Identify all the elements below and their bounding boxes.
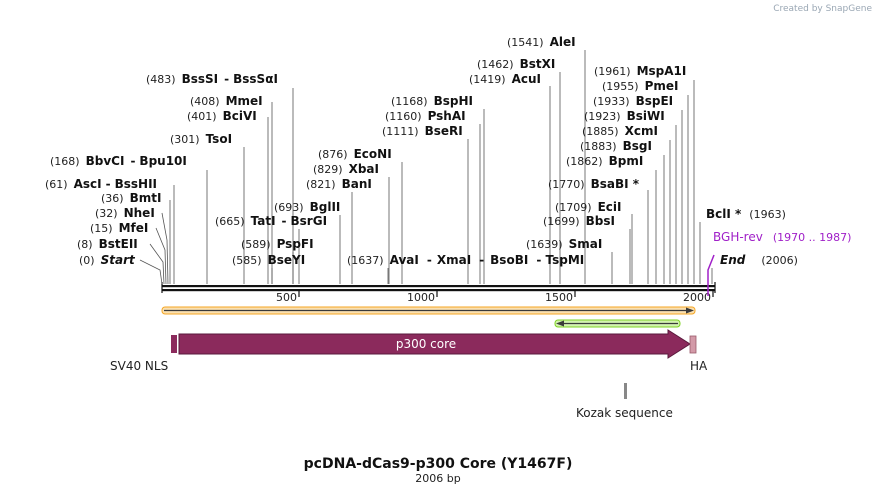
site-bcivi[interactable]: (401) BciVI	[187, 109, 257, 123]
primer-range: (1970 .. 1987)	[773, 231, 852, 244]
site-pshai[interactable]: (1160) PshAI	[385, 109, 466, 123]
map-title: pcDNA-dCas9-p300 Core (Y1467F)	[304, 456, 573, 472]
site-pspfi[interactable]: (589) PspFI	[241, 237, 314, 251]
primer-name: BGH-rev	[713, 230, 763, 244]
site-tsoi[interactable]: (301) TsoI	[170, 132, 232, 146]
site-bsssi-bsssai[interactable]: (483) BssSI - BssSαI	[146, 72, 278, 86]
site-bsgi[interactable]: (1883) BsgI	[580, 139, 652, 153]
site-bcli[interactable]: BclI * (1963)	[706, 207, 786, 221]
kozak-label: Kozak sequence	[576, 406, 673, 420]
site-end[interactable]: End (2006)	[720, 253, 798, 267]
feature-kozak[interactable]: Kozak sequence	[576, 383, 673, 420]
site-bseyi[interactable]: (585) BseYI	[232, 253, 305, 267]
sv40-nls-label: SV40 NLS	[110, 359, 168, 373]
site-asci-bsshii[interactable]: (61) AscI - BssHII	[45, 177, 157, 191]
site-bsiwi[interactable]: (1923) BsiWI	[584, 109, 665, 123]
site-acui[interactable]: (1419) AcuI	[469, 72, 541, 86]
site-econi[interactable]: (876) EcoNI	[318, 147, 392, 161]
orf-forward-full[interactable]	[161, 306, 696, 315]
site-mmei[interactable]: (408) MmeI	[190, 94, 263, 108]
site-bsabi[interactable]: (1770) BsaBI *	[548, 177, 640, 191]
restriction-site-labels: (0) Start (8) BstEII (15) MfeI (32) NheI (36…	[45, 35, 798, 267]
ha-label: HA	[690, 359, 708, 373]
watermark-text: Created by SnapGene	[773, 4, 872, 14]
scale-tick-1000: 1000	[407, 291, 438, 304]
map-length: 2006 bp	[415, 472, 460, 485]
site-bpmi[interactable]: (1862) BpmI	[566, 154, 643, 168]
site-bmti[interactable]: (36) BmtI	[101, 191, 161, 205]
orf-reverse[interactable]	[554, 319, 681, 328]
site-alei[interactable]: (1541) AleI	[507, 35, 576, 49]
primer-bgh-rev[interactable]: BGH-rev (1970 .. 1987)	[707, 230, 851, 296]
site-start[interactable]: (0) Start	[79, 253, 136, 267]
site-bbsi[interactable]: (1699) BbsI	[543, 214, 615, 228]
site-bstxi[interactable]: (1462) BstXI	[477, 57, 555, 71]
site-beseri[interactable]: (1111) BseRI	[382, 124, 463, 138]
tick-label-2000: 2000	[683, 291, 711, 304]
site-bsphi[interactable]: (1168) BspHI	[391, 94, 473, 108]
svg-text:BGH-rev(1970 .. 1987): BGH-rev (1970 .. 1987)	[713, 230, 851, 244]
scale-tick-2000: 2000	[683, 291, 714, 304]
site-tati-bsrgi[interactable]: (665) TatI - BsrGI	[215, 214, 327, 228]
site-mfei[interactable]: (15) MfeI	[90, 221, 148, 235]
tick-label-1500: 1500	[545, 291, 573, 304]
site-bbvci-bpu10i[interactable]: (168) BbvCI - Bpu10I	[50, 154, 187, 168]
scale-tick-500: 500	[276, 291, 300, 304]
site-ecii[interactable]: (1709) EciI	[555, 200, 621, 214]
feature-p300-core[interactable]: p300 core	[178, 329, 691, 359]
site-connector-lines	[139, 50, 713, 285]
site-bsteii[interactable]: (8) BstEII	[77, 237, 138, 251]
site-bani[interactable]: (821) BanI	[306, 177, 372, 191]
site-bglii[interactable]: (693) BglII	[274, 200, 340, 214]
feature-sv40-nls[interactable]: SV40 NLS	[110, 335, 177, 373]
site-xcmi[interactable]: (1885) XcmI	[582, 124, 658, 138]
site-mspa1i[interactable]: (1961) MspA1I	[594, 64, 686, 78]
site-pmei[interactable]: (1955) PmeI	[602, 79, 678, 93]
p300-core-label: p300 core	[396, 337, 456, 351]
scale-tick-1500: 1500	[545, 291, 576, 304]
site-nhei[interactable]: (32) NheI	[95, 206, 155, 220]
site-xbai[interactable]: (829) XbaI	[313, 162, 379, 176]
site-bspei[interactable]: (1933) BspEI	[593, 94, 673, 108]
tick-label-500: 500	[276, 291, 297, 304]
site-avai-xmai-bsobi-tspmi[interactable]: (1637) AvaI - XmaI - BsoBI - TspMI	[347, 253, 584, 267]
feature-ha[interactable]: HA	[689, 335, 708, 373]
site-smai[interactable]: (1639) SmaI	[526, 237, 602, 251]
tick-label-1000: 1000	[407, 291, 435, 304]
